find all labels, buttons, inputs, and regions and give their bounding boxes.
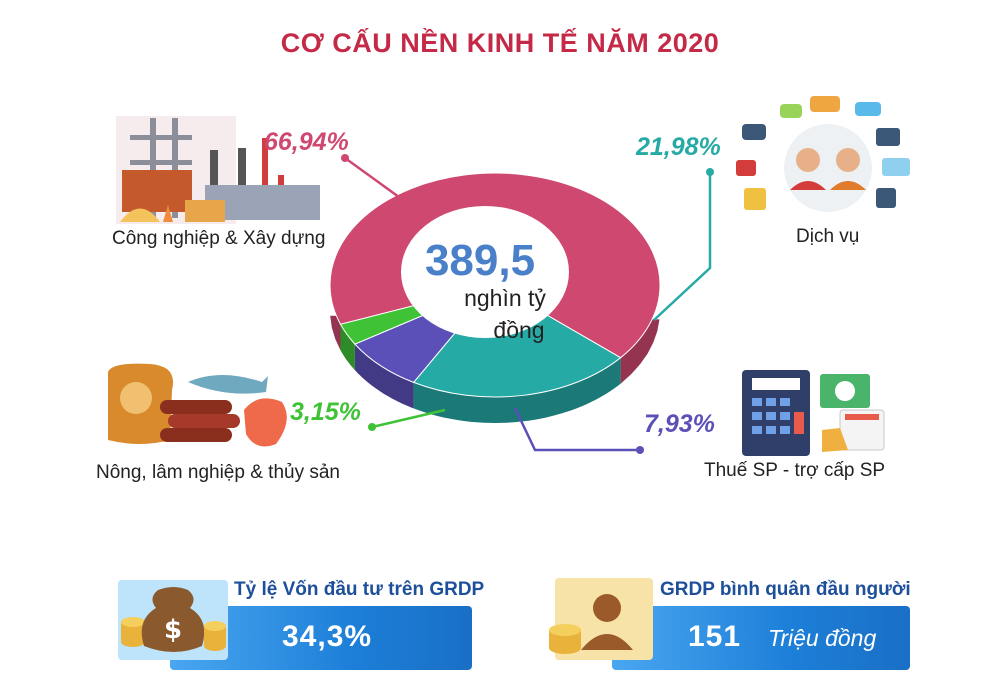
money-bag-icon: $	[118, 580, 228, 660]
center-unit-line2: đồng	[493, 317, 545, 343]
center-unit-line1: nghìn tỷ	[464, 285, 546, 311]
slice-value-tax: 7,93%	[644, 410, 715, 438]
person-coins-icon	[549, 578, 653, 660]
slice-value-services: 21,98%	[636, 133, 721, 161]
leader-dot-tax	[636, 446, 644, 454]
leader-dot-services	[706, 168, 714, 176]
svg-text:$: $	[164, 615, 182, 645]
call-center-icon	[736, 96, 910, 212]
agriculture-icon	[108, 363, 287, 447]
slice-label-services: Dịch vụ	[796, 226, 860, 247]
leader-line-agriculture	[371, 408, 446, 429]
page-title: CƠ CẤU NỀN KINH TẾ NĂM 2020	[280, 28, 720, 58]
leader-line-services	[653, 172, 712, 321]
slice-label-agriculture: Nông, lâm nghiệp & thủy sản	[96, 462, 340, 483]
leader-dot-agriculture	[368, 423, 376, 431]
center-unit: nghìn tỷ đồng	[430, 282, 580, 346]
indicator-grdp-box	[612, 606, 910, 670]
leader-dot-industry	[341, 154, 349, 162]
indicator-grdp-value: 151	[688, 620, 742, 653]
donut-hole	[401, 206, 569, 338]
factory-icon	[116, 116, 320, 224]
indicator-investment-label: Tỷ lệ Vốn đầu tư trên GRDP	[234, 579, 485, 600]
tax-calculator-icon	[742, 370, 885, 456]
slice-side-1	[413, 357, 621, 423]
slice-value-agriculture: 3,15%	[290, 398, 361, 426]
slice-side-2	[354, 344, 414, 409]
leader-line-industry	[344, 156, 411, 207]
slice-value-industry: 66,94%	[264, 128, 349, 156]
slice-label-industry: Công nghiệp & Xây dựng	[112, 228, 326, 249]
slice-1	[412, 284, 622, 398]
indicator-investment-value: 34,3%	[282, 620, 373, 653]
slice-label-tax: Thuế SP - trợ cấp SP	[704, 460, 886, 481]
leader-line-tax	[513, 407, 640, 452]
center-value: 389,5	[424, 236, 536, 285]
indicator-grdp-label: GRDP bình quân đầu người	[660, 579, 911, 600]
slice-side-3	[340, 324, 355, 371]
indicator-grdp-unit: Triệu đồng	[768, 625, 877, 651]
